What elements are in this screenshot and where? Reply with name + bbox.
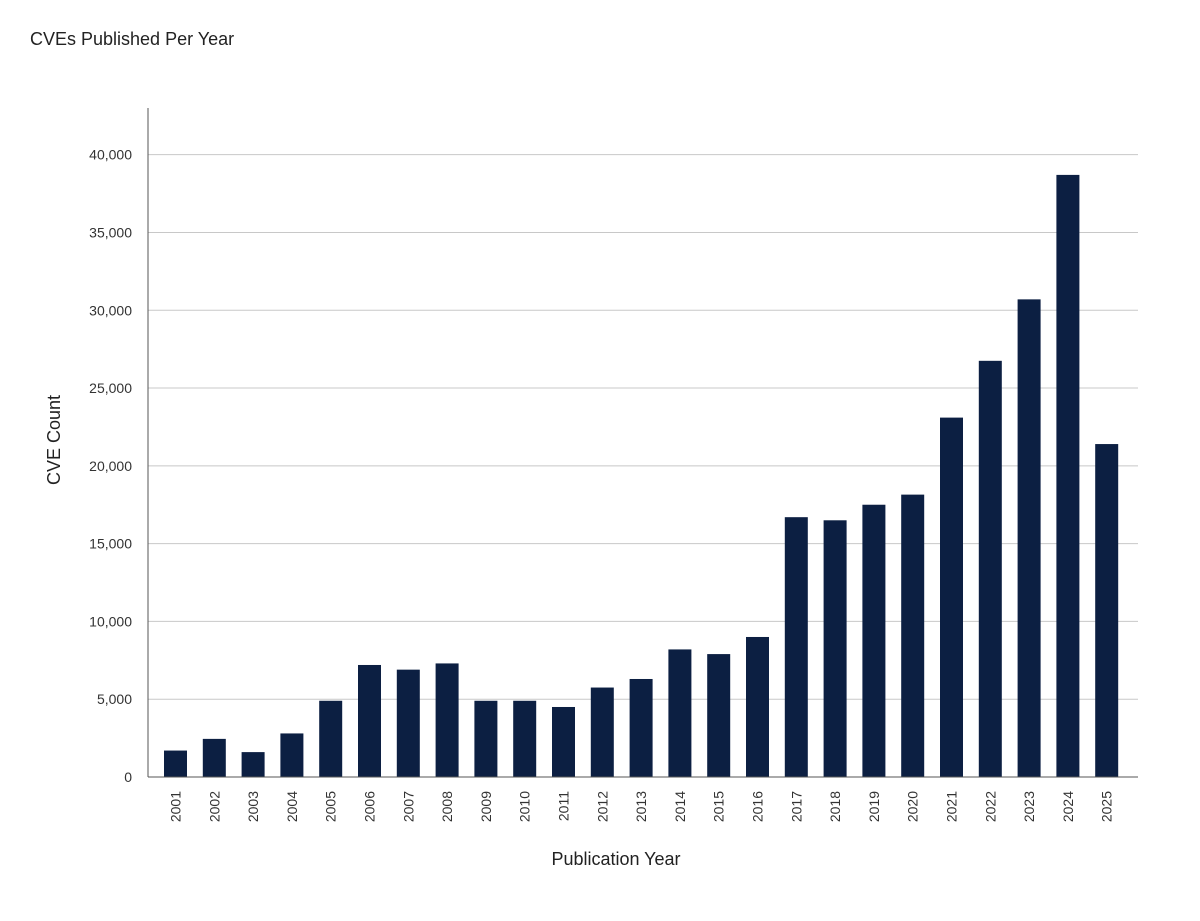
x-tick-label: 2020	[905, 791, 921, 822]
bar	[746, 636, 769, 777]
bar	[784, 517, 808, 777]
bar	[513, 700, 537, 777]
x-tick-label: 2008	[439, 791, 455, 822]
x-axis-title: Publication Year	[551, 849, 680, 869]
x-tick-label: 2014	[672, 791, 688, 822]
bar	[280, 733, 304, 777]
x-tick-label: 2024	[1060, 791, 1076, 822]
bar	[164, 750, 187, 777]
y-axis-title: CVE Count	[44, 395, 64, 485]
x-tick-label: 2017	[788, 791, 804, 822]
y-tick-label: 10,000	[89, 613, 132, 629]
bar	[202, 738, 226, 777]
x-tick-label: 2025	[1099, 791, 1115, 822]
bar	[396, 669, 420, 777]
bar	[629, 678, 653, 777]
x-tick-label: 2011	[556, 791, 572, 821]
bar	[1017, 299, 1041, 777]
y-tick-label: 35,000	[89, 224, 132, 240]
y-tick-label: 40,000	[89, 147, 132, 163]
bar	[474, 700, 498, 777]
bar	[901, 494, 925, 777]
x-tick-label: 2022	[982, 791, 998, 822]
x-tick-label: 2015	[711, 791, 727, 822]
y-tick-labels: 0 5,000 10,000 15,000 20,000 25,000 30,000 35,0…	[89, 147, 132, 785]
x-tick-label: 2010	[517, 791, 533, 822]
y-tick-label: 30,000	[89, 302, 132, 318]
chart-title: CVEs Published Per Year	[30, 29, 235, 49]
bar	[1095, 444, 1119, 777]
bar	[241, 752, 265, 777]
bar	[358, 664, 381, 777]
x-tick-label: 2013	[633, 791, 649, 822]
bar	[1056, 174, 1080, 777]
bar	[552, 706, 575, 777]
bars	[164, 174, 1119, 777]
x-tick-label: 2007	[400, 791, 416, 822]
x-tick-label: 2006	[362, 791, 378, 822]
x-tick-label: 2004	[284, 791, 300, 822]
y-tick-label: 0	[124, 769, 132, 785]
x-tick-label: 2018	[827, 791, 843, 822]
bar	[668, 649, 692, 777]
x-tick-label: 2012	[594, 791, 610, 822]
y-tick-label: 25,000	[89, 380, 132, 396]
bar	[319, 700, 343, 777]
bar	[435, 663, 459, 777]
bar	[862, 504, 886, 777]
x-tick-label: 2019	[866, 791, 882, 822]
y-tick-label: 15,000	[89, 536, 132, 552]
bar	[978, 360, 1002, 777]
bar	[707, 654, 731, 777]
x-tick-label: 2023	[1021, 791, 1037, 822]
axes	[147, 108, 1138, 778]
x-tick-labels: 2001 2002 2003 2004 2005 2006 2007 2008 2009 2010…	[168, 791, 1115, 822]
x-tick-label: 2009	[478, 791, 494, 822]
bar	[590, 687, 614, 777]
x-tick-label: 2002	[206, 791, 222, 822]
x-tick-label: 2005	[323, 791, 339, 822]
bar	[940, 417, 963, 777]
x-tick-label: 2021	[944, 791, 960, 822]
bar	[823, 520, 847, 777]
x-tick-label: 2001	[168, 791, 184, 822]
x-tick-label: 2003	[245, 791, 261, 822]
x-tick-label: 2016	[750, 791, 766, 822]
y-tick-label: 20,000	[89, 458, 132, 474]
y-tick-label: 5,000	[97, 691, 132, 707]
